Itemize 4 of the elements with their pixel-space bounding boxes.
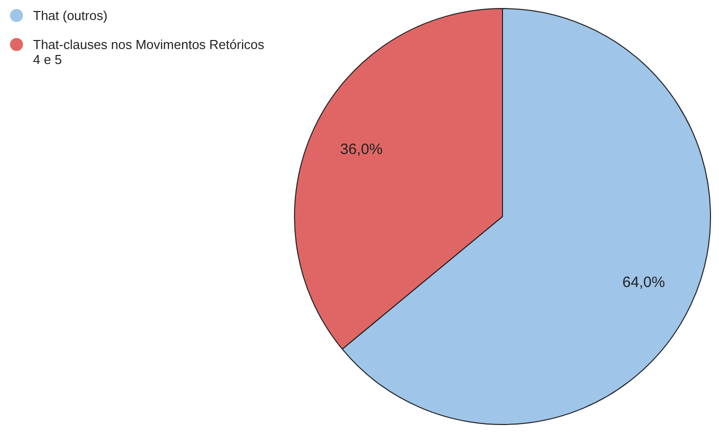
data-label: 36,0% bbox=[340, 141, 383, 158]
legend-label: That (outros) bbox=[33, 8, 108, 23]
data-label: 64,0% bbox=[622, 274, 665, 292]
legend-label: That-clauses nos Movimentos Retóricos 4 e 5 bbox=[33, 37, 266, 67]
